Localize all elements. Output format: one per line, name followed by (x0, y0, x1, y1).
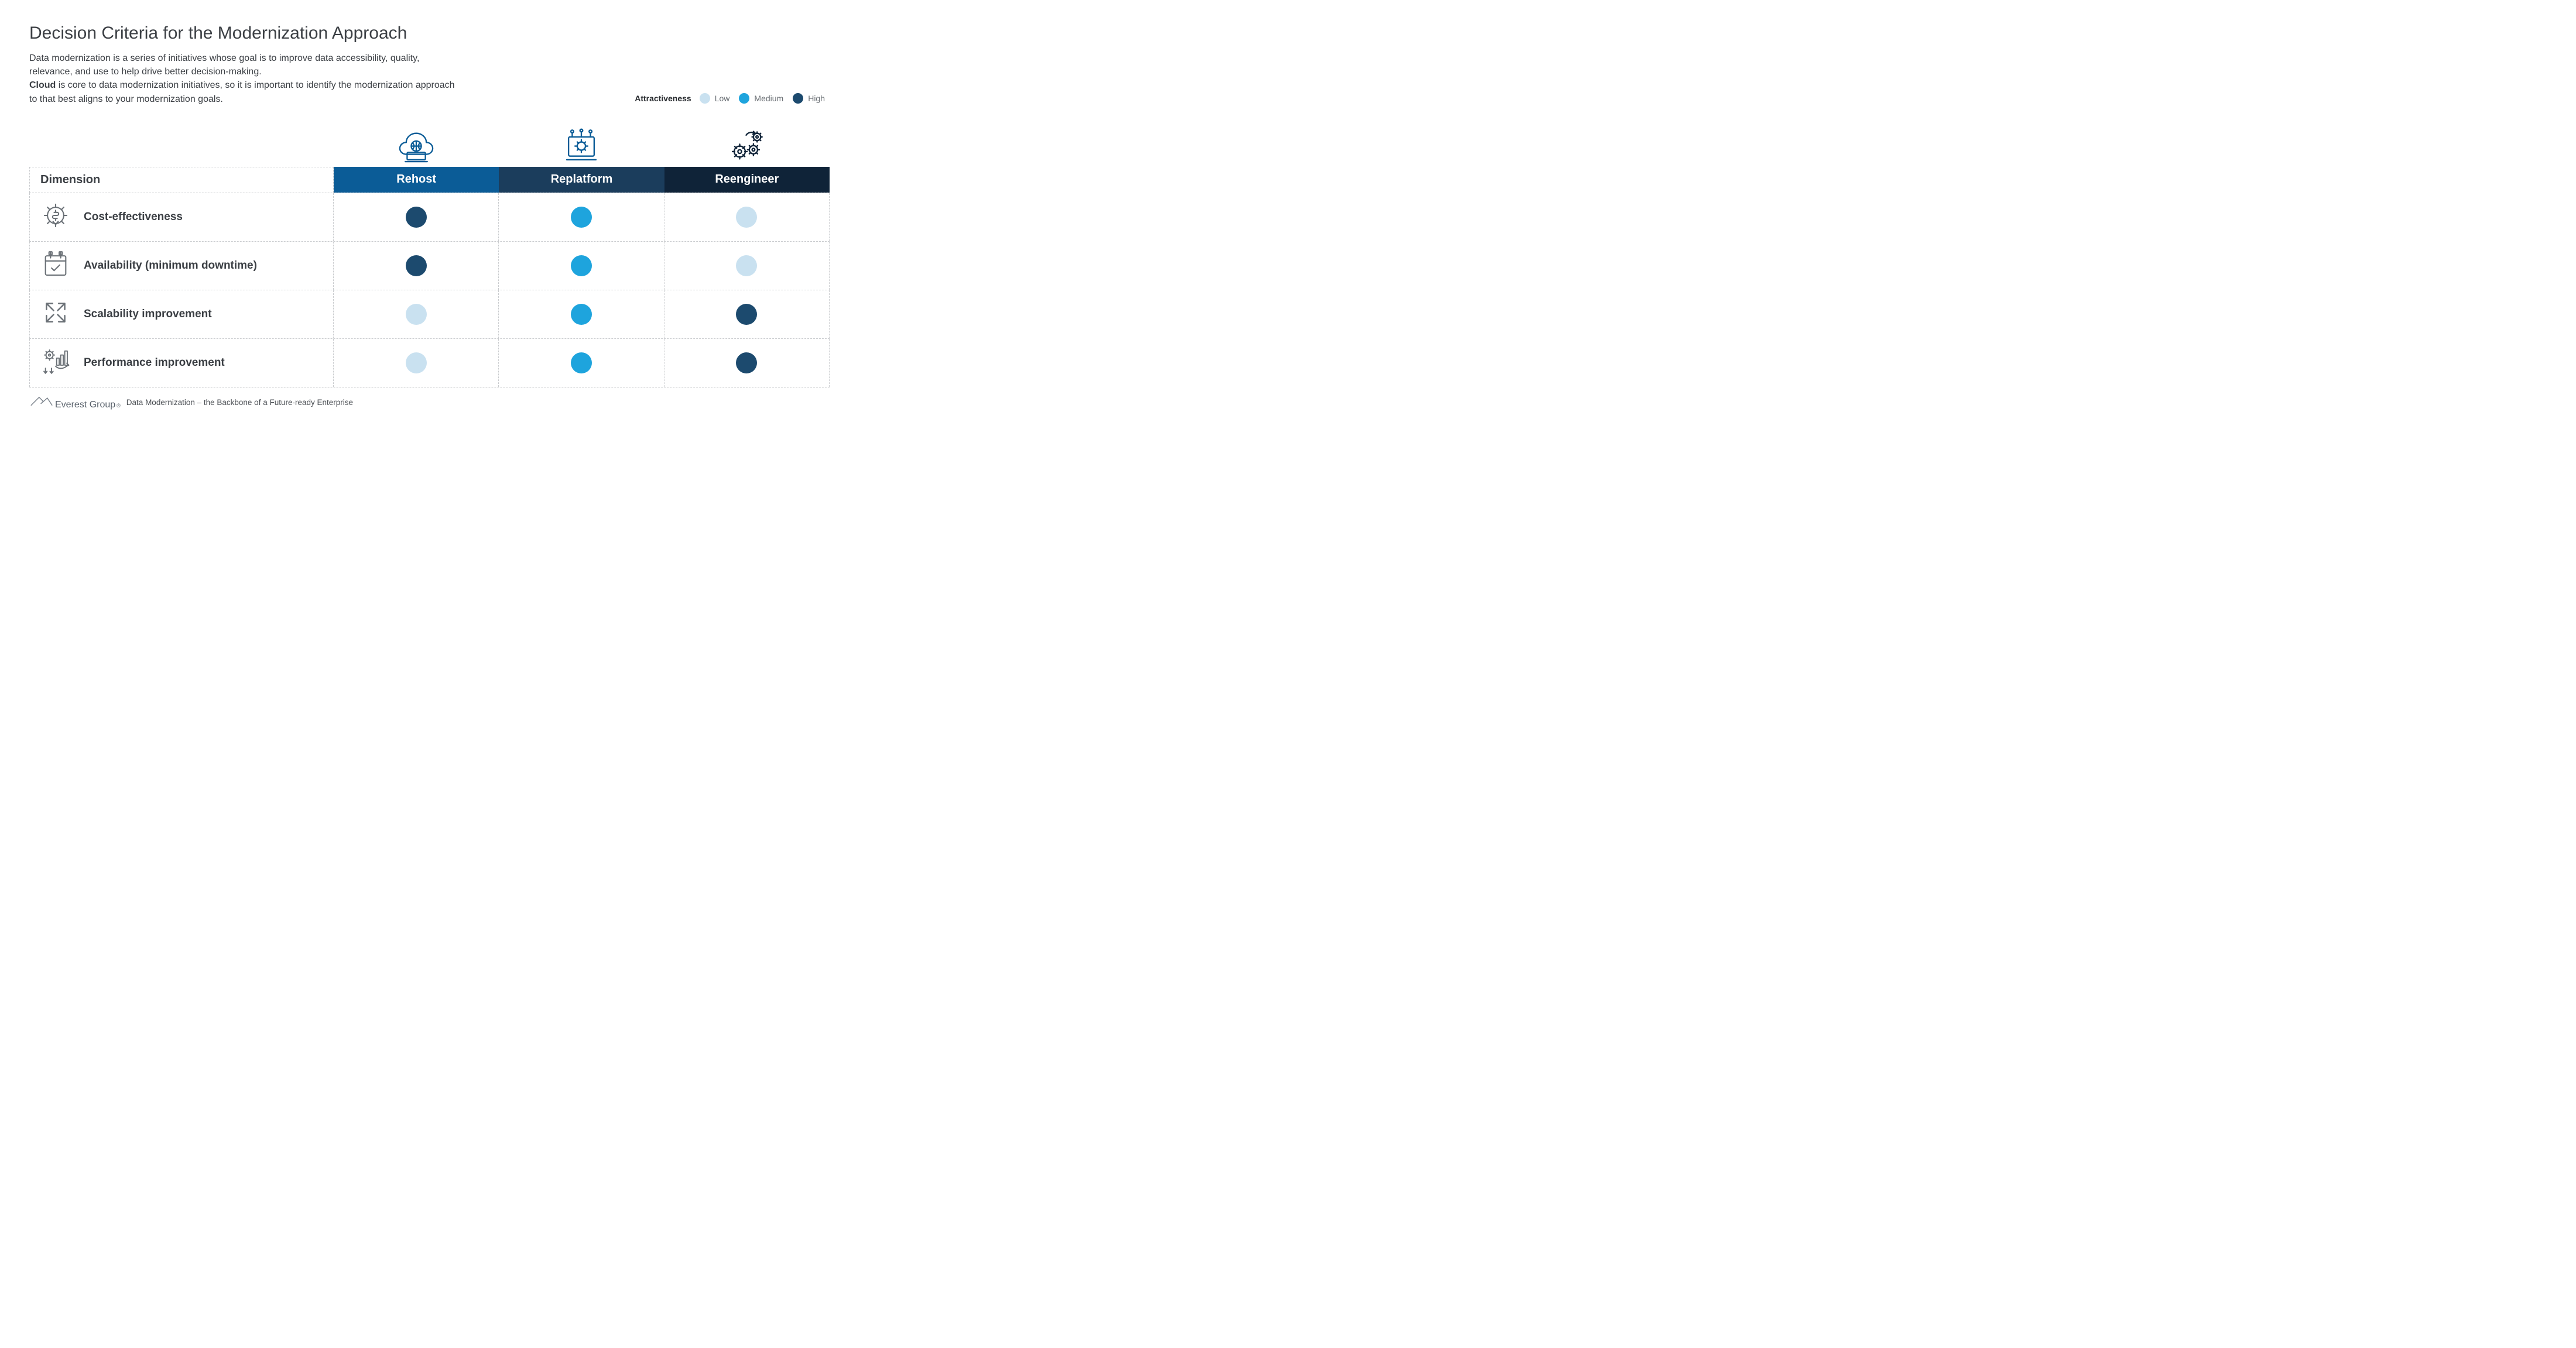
page-title: Decision Criteria for the Modernization … (29, 23, 830, 43)
reengineer-icon (664, 116, 830, 167)
approach-icons-row (29, 116, 830, 167)
rating-dot-low (406, 304, 427, 325)
rating-dot-high (736, 352, 757, 373)
value-cell (334, 193, 499, 241)
table-row: Availability (minimum downtime) (29, 241, 830, 290)
legend-dot-high (793, 93, 803, 104)
table-row: Cost-effectiveness (29, 193, 830, 241)
value-cell (664, 242, 830, 290)
rating-dot-high (406, 207, 427, 228)
dimension-header: Dimension (29, 167, 334, 193)
dimension-label: Cost-effectiveness (84, 211, 183, 224)
rehost-icon (334, 116, 499, 167)
subtitle-line2: is core to data modernization initiative… (29, 80, 455, 104)
value-cell (334, 290, 499, 338)
rating-dot-medium (571, 352, 592, 373)
rating-dot-low (736, 207, 757, 228)
rating-dot-medium (571, 255, 592, 276)
subtitle-text: Data modernization is a series of initia… (29, 52, 463, 106)
subtitle-line1: Data modernization is a series of initia… (29, 53, 419, 77)
value-cell (334, 339, 499, 387)
dimension-cell: Performance improvement (29, 339, 334, 387)
footer-logo: Everest Group® (29, 395, 121, 410)
calendar-icon (40, 249, 71, 282)
everest-peak-icon (29, 395, 54, 407)
dimension-cell: Availability (minimum downtime) (29, 242, 334, 290)
footer-logo-text: Everest Group (55, 400, 115, 410)
value-cell (499, 290, 664, 338)
legend-label-low: Low (715, 94, 730, 103)
dimension-label: Performance improvement (84, 356, 225, 369)
dimension-label: Availability (minimum downtime) (84, 259, 257, 272)
rating-dot-medium (571, 207, 592, 228)
rating-dot-medium (571, 304, 592, 325)
rating-dot-high (406, 255, 427, 276)
legend-label-medium: Medium (754, 94, 783, 103)
criteria-table: Dimension Rehost Replatform Reengineer C… (29, 116, 830, 387)
legend-label-high: High (808, 94, 825, 103)
col-header-reengineer: Reengineer (664, 167, 830, 193)
rating-dot-low (406, 352, 427, 373)
footer-caption: Data Modernization – the Backbone of a F… (126, 398, 353, 407)
subtitle-row: Data modernization is a series of initia… (29, 52, 830, 106)
col-header-replatform: Replatform (499, 167, 664, 193)
legend-title: Attractiveness (635, 94, 691, 103)
legend: Attractiveness Low Medium High (635, 93, 830, 106)
replatform-icon (499, 116, 664, 167)
table-row: Scalability improvement (29, 290, 830, 338)
col-header-rehost: Rehost (334, 167, 499, 193)
header-row: Dimension Rehost Replatform Reengineer (29, 167, 830, 193)
value-cell (499, 242, 664, 290)
expand-icon (40, 297, 71, 331)
rating-dot-low (736, 255, 757, 276)
dimension-label: Scalability improvement (84, 308, 212, 321)
legend-dot-low (700, 93, 710, 104)
subtitle-bold: Cloud (29, 80, 56, 90)
dimension-cell: Cost-effectiveness (29, 193, 334, 241)
value-cell (334, 242, 499, 290)
performance-icon (40, 346, 71, 379)
dimension-cell: Scalability improvement (29, 290, 334, 338)
cost-icon (40, 200, 71, 234)
value-cell (499, 339, 664, 387)
value-cell (499, 193, 664, 241)
footer: Everest Group® Data Modernization – the … (29, 395, 830, 410)
table-row: Performance improvement (29, 338, 830, 387)
footer-logo-reg: ® (117, 403, 121, 409)
value-cell (664, 193, 830, 241)
value-cell (664, 339, 830, 387)
rating-dot-high (736, 304, 757, 325)
legend-dot-medium (739, 93, 749, 104)
value-cell (664, 290, 830, 338)
